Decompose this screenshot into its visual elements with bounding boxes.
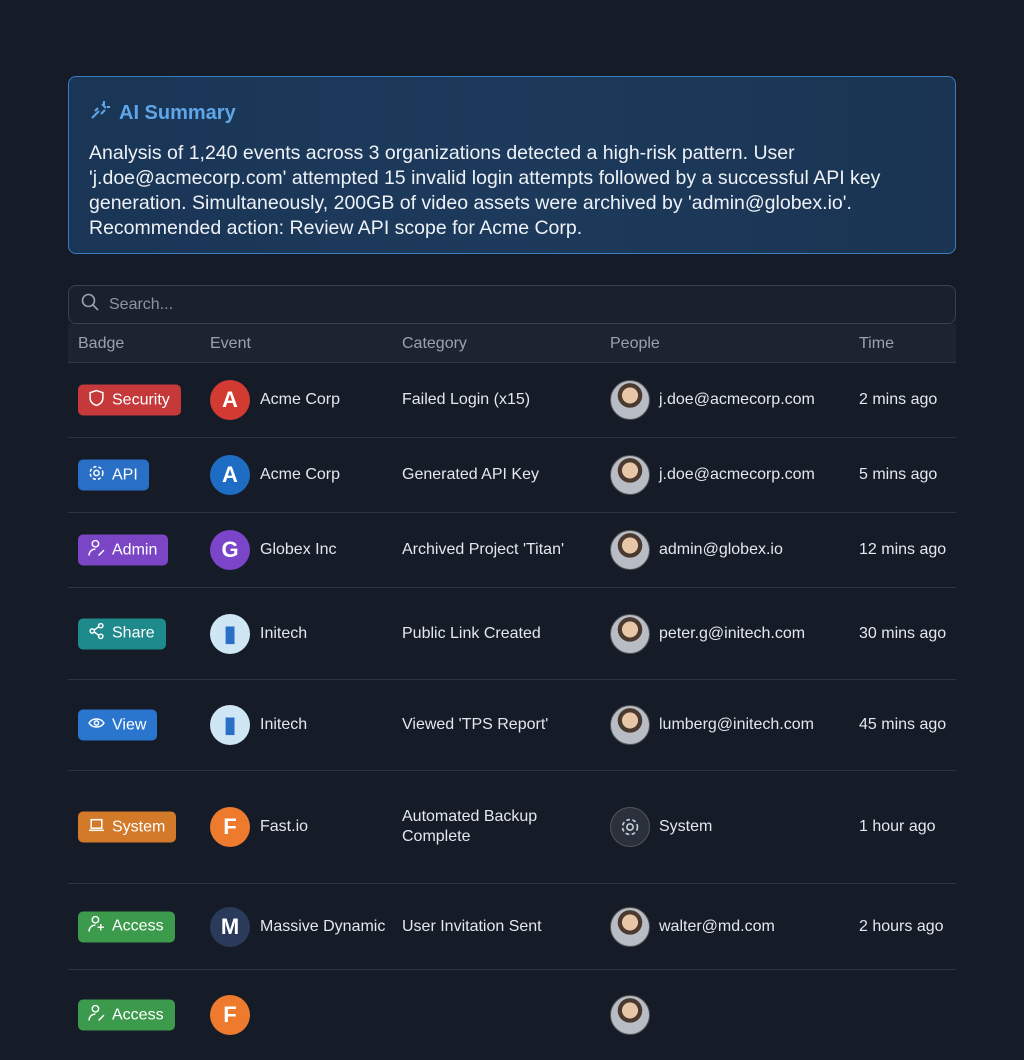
avatar <box>610 613 650 654</box>
event-time: 30 mins ago <box>859 624 947 642</box>
user-edit-icon <box>88 1004 105 1026</box>
event-category: User Invitation Sent <box>402 917 542 935</box>
table-row[interactable]: View ▮ Initech Viewed 'TPS Report' lumbe… <box>68 680 956 771</box>
search-icon <box>81 293 99 316</box>
user-edit-icon <box>88 539 105 561</box>
table-row[interactable]: System F Fast.io Automated Backup Comple… <box>68 771 956 884</box>
person-email[interactable]: lumberg@initech.com <box>659 716 814 733</box>
event-category: Automated Backup Complete <box>402 808 538 845</box>
org-logo-icon: F <box>210 995 250 1035</box>
avatar <box>610 906 650 947</box>
avatar <box>610 705 650 745</box>
table-row[interactable]: Access M Massive Dynamic User Invitation… <box>68 884 956 970</box>
share-icon <box>88 622 105 645</box>
event-time: 2 mins ago <box>859 391 938 408</box>
user-plus-icon <box>88 915 105 938</box>
person-email[interactable]: j.doe@acmecorp.com <box>659 466 815 483</box>
badge-share[interactable]: Share <box>78 618 166 649</box>
laptop-icon <box>88 816 105 838</box>
table-row[interactable]: Share ▮ Initech Public Link Created pete… <box>68 588 956 680</box>
org-logo-icon: A <box>210 380 250 420</box>
person-email[interactable]: System <box>659 818 713 835</box>
column-badge[interactable]: Badge <box>78 335 125 352</box>
event-org: Initech <box>260 716 308 733</box>
event-org: Initech <box>260 624 308 642</box>
search-bar[interactable] <box>68 285 956 324</box>
org-logo-icon: ▮ <box>210 705 250 745</box>
person-email[interactable]: peter.g@initech.com <box>659 624 806 642</box>
event-org: Globex Inc <box>260 541 337 558</box>
summary-text: Analysis of 1,240 events across 3 organi… <box>89 142 881 239</box>
avatar <box>610 455 650 495</box>
person-email[interactable]: admin@globex.io <box>659 541 783 558</box>
sparkles-icon <box>89 99 111 127</box>
badge-system[interactable]: System <box>78 811 177 843</box>
badge-admin[interactable]: Admin <box>78 534 169 566</box>
event-category: Public Link Created <box>402 624 541 642</box>
event-time: 45 mins ago <box>859 716 947 733</box>
table-header: Badge Event Category People Time <box>68 324 956 363</box>
org-logo-icon: ▮ <box>210 613 250 654</box>
org-logo-icon: F <box>210 807 250 847</box>
shield-icon <box>88 389 105 411</box>
eye-icon <box>88 714 105 736</box>
badge-api[interactable]: API <box>78 459 149 491</box>
table-row[interactable]: API A Acme Corp Generated API Key j.doe@… <box>68 438 956 513</box>
ai-summary-card: AI Summary Analysis of 1,240 events acro… <box>68 76 956 254</box>
person-email[interactable]: walter@md.com <box>659 917 775 935</box>
summary-title: AI Summary <box>119 101 236 124</box>
search-input[interactable] <box>109 295 909 314</box>
column-time[interactable]: Time <box>859 335 894 352</box>
badge-view[interactable]: View <box>78 709 158 741</box>
badge-access[interactable]: Access <box>78 911 175 942</box>
column-event[interactable]: Event <box>210 335 251 352</box>
column-people[interactable]: People <box>610 335 660 352</box>
badge-security[interactable]: Security <box>78 384 181 416</box>
event-category: Archived Project 'Titan' <box>402 541 565 558</box>
event-org: Acme Corp <box>260 466 341 483</box>
org-logo-icon: M <box>210 906 250 947</box>
event-org: Acme Corp <box>260 391 341 408</box>
table-row[interactable]: Admin G Globex Inc Archived Project 'Tit… <box>68 513 956 588</box>
gear-icon <box>610 807 650 847</box>
avatar <box>610 380 650 420</box>
avatar <box>610 530 650 570</box>
org-logo-icon: A <box>210 455 250 495</box>
event-time: 5 mins ago <box>859 466 938 483</box>
column-category[interactable]: Category <box>402 335 467 352</box>
event-time: 1 hour ago <box>859 818 936 835</box>
org-logo-icon: G <box>210 530 250 570</box>
event-category: Generated API Key <box>402 466 539 483</box>
gear-icon <box>88 464 105 486</box>
person-email[interactable]: j.doe@acmecorp.com <box>659 391 815 408</box>
event-org: Massive Dynamic <box>260 917 386 935</box>
badge-access[interactable]: Access <box>78 999 175 1031</box>
event-category: Failed Login (x15) <box>402 391 531 408</box>
event-time: 12 mins ago <box>859 541 947 558</box>
event-category: Viewed 'TPS Report' <box>402 716 549 733</box>
table-row[interactable]: Access F <box>68 970 956 1060</box>
event-org: Fast.io <box>260 818 309 835</box>
avatar <box>610 995 650 1035</box>
event-time: 2 hours ago <box>859 917 944 935</box>
table-row[interactable]: Security A Acme Corp Failed Login (x15) … <box>68 363 956 438</box>
